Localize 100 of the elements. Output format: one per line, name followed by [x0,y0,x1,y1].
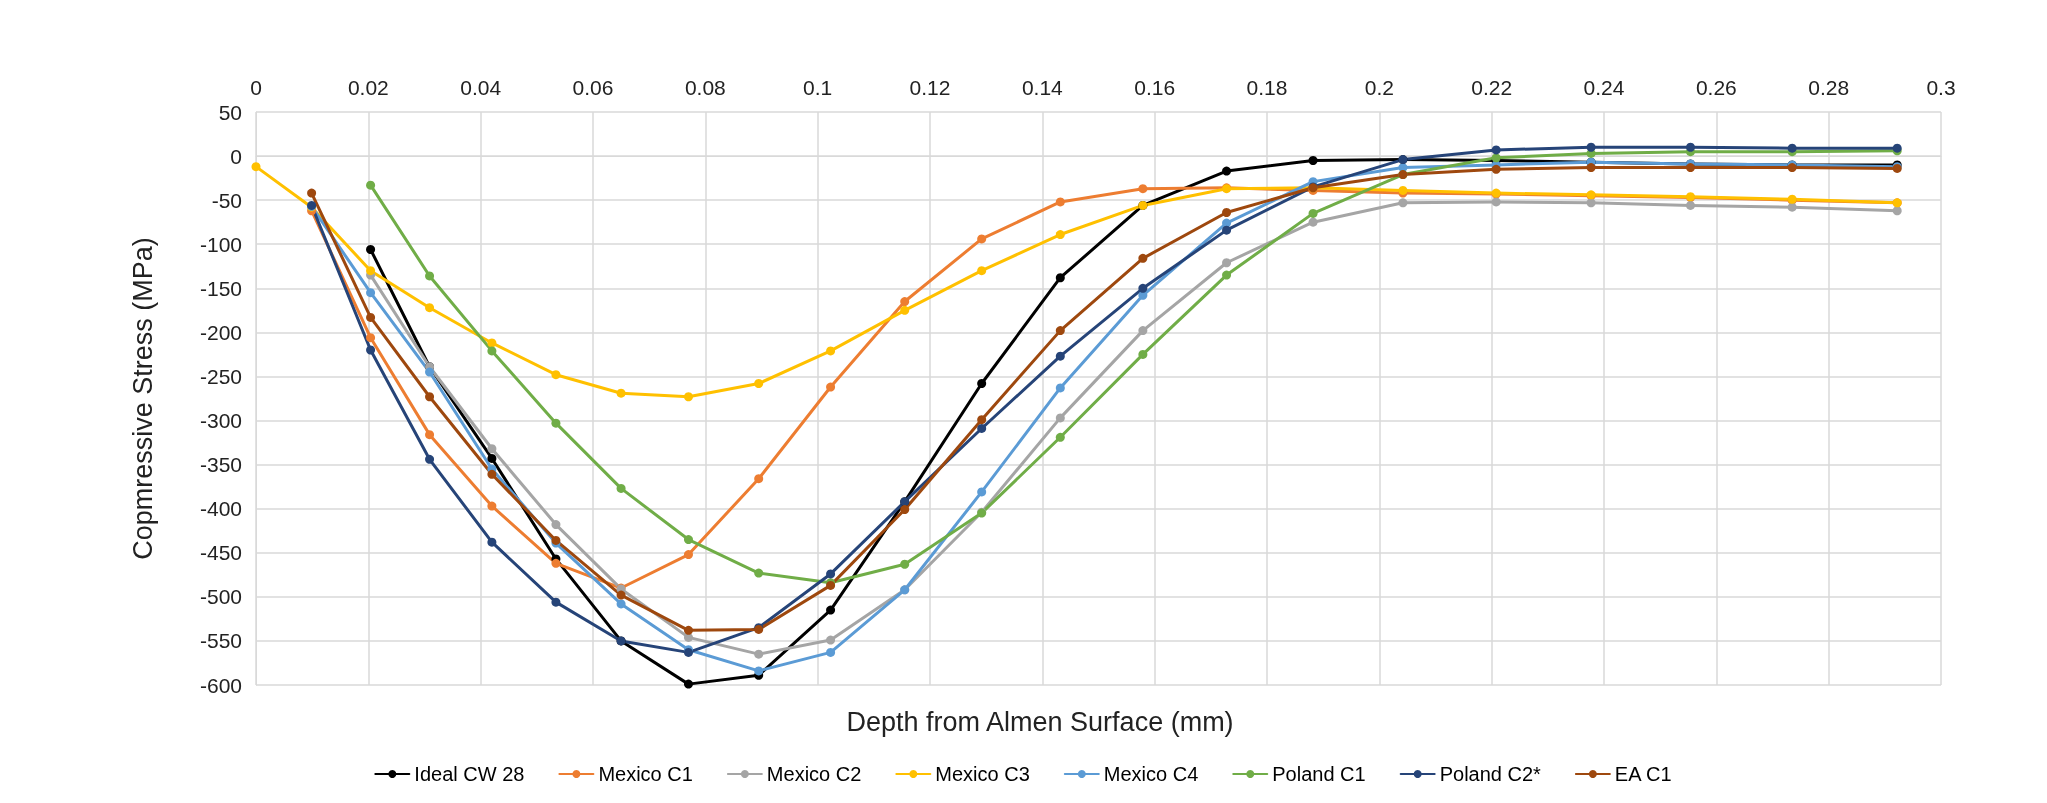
x-tick-label: 0.02 [347,76,389,99]
point [1055,273,1065,283]
legend-label: Mexico C1 [598,763,693,785]
y-tick-label: -600 [199,673,242,697]
point [977,266,987,276]
x-tick-label: 0.28 [1808,76,1850,99]
point [1491,164,1501,174]
x-tick-label: 0.24 [1583,76,1625,99]
point [425,303,435,313]
y-tick-label: -300 [199,409,242,433]
point [366,245,376,255]
point [826,605,836,615]
x-tick-label: 0.12 [909,76,951,99]
point [1055,351,1065,361]
x-axis-title: Depth from Almen Surface (mm) [846,706,1234,737]
point [1138,253,1148,263]
point [1222,270,1232,280]
point [425,367,435,377]
point [487,338,497,348]
y-tick-label: 50 [218,100,242,124]
legend-label: Poland C1 [1272,763,1366,785]
point [1787,143,1797,153]
point [683,679,693,689]
y-tick-label: -400 [199,497,242,521]
point [977,423,987,433]
point [826,346,836,356]
legend-label: Ideal CW 28 [414,763,525,785]
point [1138,184,1148,194]
point [754,568,764,578]
point [826,647,836,657]
point [683,392,693,402]
x-tick-label: 0.16 [1134,76,1176,99]
point [1222,166,1232,176]
point [1398,198,1408,208]
point [366,288,376,298]
point [616,599,626,609]
point [1308,217,1318,227]
x-tick-label: 0.14 [1021,76,1064,99]
point [425,454,435,464]
point [1586,198,1596,208]
point [487,501,497,511]
y-tick-label: -200 [199,320,242,344]
y-axis-title: Copmressive Stress (MPa) [127,237,158,560]
x-tick-label: 0.3 [1926,76,1956,99]
y-tick-label: -500 [199,585,242,609]
point [1308,208,1318,218]
point [1686,200,1695,210]
point [616,590,626,600]
point [366,180,376,190]
x-tick-label: 0.18 [1246,76,1288,99]
point [977,487,987,497]
point [683,535,693,545]
x-tick-label: 0.26 [1695,76,1737,99]
legend-label: EA C1 [1614,763,1672,785]
point [487,346,497,356]
point [1308,155,1318,165]
point [1222,225,1232,235]
x-tick-label: 0.22 [1471,76,1513,99]
point [1586,142,1596,152]
point [1055,413,1065,423]
point [616,388,626,398]
x-tick-label: 0.1 [803,76,833,99]
point [1686,163,1695,173]
point [425,392,435,402]
point [1892,206,1902,216]
point [251,162,261,172]
point [826,382,836,392]
point [616,483,626,493]
point [826,569,836,579]
point [487,469,497,479]
point [551,418,561,428]
point [683,625,693,635]
point [487,444,497,454]
point [425,271,435,281]
x-tick-label: 0.2 [1364,76,1394,99]
point [1055,432,1065,442]
point [487,453,497,463]
point [1222,208,1232,217]
y-tick-label: 0 [230,144,242,168]
point [1055,326,1065,336]
point [900,505,910,515]
x-tick-label: 0.06 [572,76,614,99]
point [366,333,376,343]
point [366,312,376,322]
point [307,188,317,198]
point [487,537,497,547]
point [1055,230,1065,240]
point [1222,258,1232,268]
point [1787,202,1797,212]
point [551,558,561,568]
point [900,559,910,569]
point [366,266,376,276]
point [683,550,693,560]
point [754,666,764,676]
point [551,520,561,530]
point [977,234,987,244]
y-tick-label: -350 [199,453,242,477]
point [1686,142,1695,152]
point [826,635,836,645]
point [1138,349,1148,359]
